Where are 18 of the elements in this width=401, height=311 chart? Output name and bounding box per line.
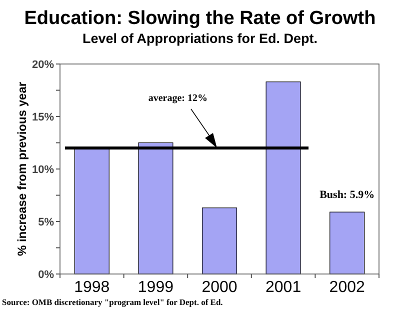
y-tick-label: 10%: [32, 164, 54, 176]
source-note: Source: OMB discretionary "program level" for Dept. of Ed.: [2, 297, 223, 307]
y-tick-label: 15%: [32, 112, 54, 124]
annotation: Bush: 5.9%: [320, 189, 375, 202]
bar: [202, 208, 238, 274]
y-axis-title: % increase from previous year: [15, 82, 29, 256]
y-tick-label: 0%: [38, 269, 54, 281]
y-tick-label: 5%: [38, 216, 54, 228]
x-tick-label: 1998: [74, 279, 110, 296]
x-tick-label: 2000: [202, 279, 238, 296]
ref-line-label: average: 12%: [148, 93, 208, 104]
y-tick-label: 20%: [32, 59, 54, 71]
x-tick-label: 2001: [266, 279, 302, 296]
chart-title: Education: Slowing the Rate of Growth: [24, 8, 376, 29]
x-tick-label: 2002: [329, 279, 365, 296]
chart-subtitle: Level of Appropriations for Ed. Dept.: [82, 31, 318, 46]
bar: [330, 212, 365, 274]
x-tick-label: 1999: [138, 279, 174, 296]
